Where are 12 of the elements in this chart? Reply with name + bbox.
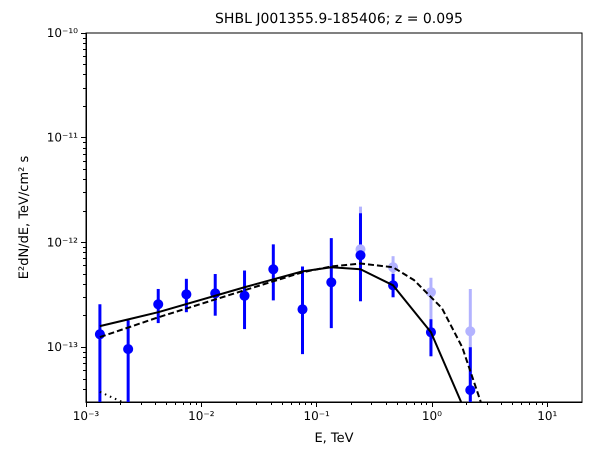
x-tick-label: 10⁻¹ xyxy=(303,409,330,423)
y-axis-title: E²dN/dE, TeV/cm² s xyxy=(17,156,32,280)
y-tick-label: 10⁻¹⁰ xyxy=(46,26,78,40)
x-tick-label: 10⁻³ xyxy=(72,409,100,423)
x-axis-title: E, TeV xyxy=(314,431,354,446)
y-tick-label: 10⁻¹² xyxy=(46,235,78,250)
y-tick-label: 10⁻¹³ xyxy=(46,340,78,354)
x-tick-label: 10⁰ xyxy=(422,409,442,423)
x-tick-label: 10⁻² xyxy=(188,409,215,423)
y-tick-label: 10⁻¹¹ xyxy=(46,130,78,145)
x-tick-label: 10¹ xyxy=(537,409,558,423)
chart-title: SHBL J001355.9-185406; z = 0.095 xyxy=(215,11,463,27)
